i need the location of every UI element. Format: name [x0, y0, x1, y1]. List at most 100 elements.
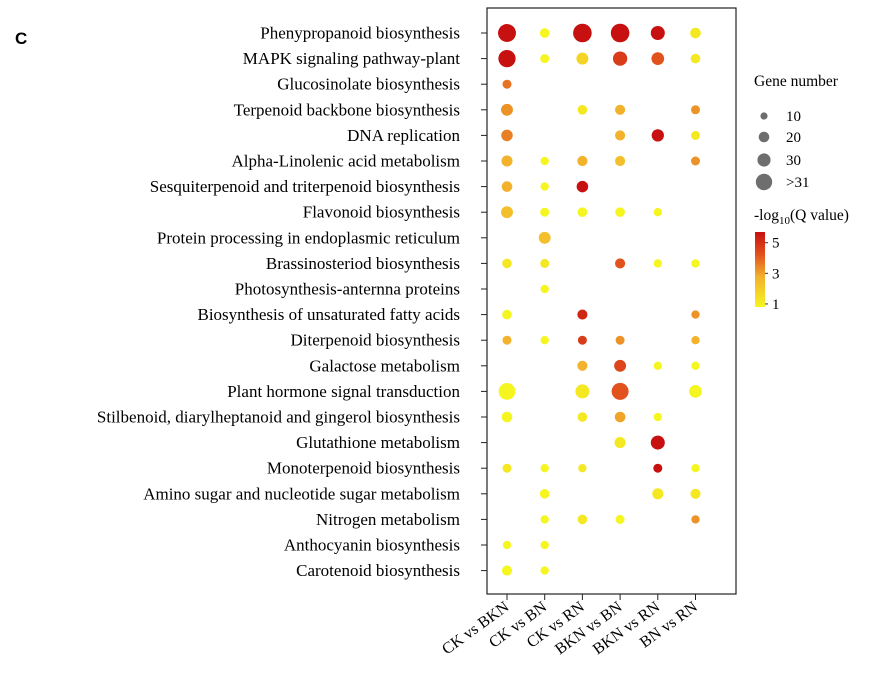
y-tick-label: Glucosinolate biosynthesis	[277, 75, 460, 94]
bubble	[650, 25, 665, 41]
bubble	[611, 382, 629, 400]
bubble	[501, 181, 513, 192]
bubble	[690, 488, 701, 499]
bubble	[615, 130, 626, 141]
panel-label: C	[15, 29, 27, 48]
bubble	[502, 335, 512, 345]
bubble	[615, 258, 626, 269]
bubble	[614, 437, 626, 449]
bubble	[577, 207, 588, 217]
bubble	[540, 336, 549, 345]
bubble	[501, 155, 513, 167]
bubble	[577, 335, 587, 345]
bubble	[691, 464, 700, 473]
y-tick-label: Flavonoid biosynthesis	[303, 203, 460, 222]
bubble	[578, 464, 587, 473]
bubble	[540, 464, 549, 473]
y-tick-label: Plant hormone signal transduction	[227, 382, 460, 401]
bubble	[540, 156, 549, 166]
bubble	[691, 105, 700, 115]
y-tick-label: Monoterpenoid biosynthesis	[267, 459, 460, 478]
bubble	[540, 540, 549, 550]
y-tick-label: Glutathione metabolism	[296, 433, 460, 452]
colorbar	[755, 232, 765, 307]
y-tick-label: Sesquiterpenoid and triterpenoid biosynt…	[150, 177, 460, 196]
bubble	[651, 129, 664, 142]
bubble	[691, 130, 700, 140]
y-tick-label: MAPK signaling pathway-plant	[243, 49, 460, 68]
y-tick-label: Anthocyanin biosynthesis	[284, 536, 460, 555]
bubble	[540, 515, 549, 524]
colorbar-label: 5	[772, 236, 780, 252]
y-tick-label: Amino sugar and nucleotide sugar metabol…	[143, 484, 460, 503]
size-legend-circle	[755, 173, 773, 191]
bubble	[501, 103, 513, 116]
bubble	[577, 514, 588, 525]
bubble	[577, 309, 588, 320]
bubble	[501, 206, 513, 219]
bubble	[501, 565, 513, 576]
y-tick-label: Brassinosteriod biosynthesis	[266, 254, 460, 273]
bubble	[615, 155, 626, 167]
bubble	[575, 384, 590, 399]
bubble	[651, 52, 665, 65]
bubble	[502, 79, 512, 89]
bubble	[540, 566, 549, 575]
y-tick-label: Stilbenoid, diarylheptanoid and gingerol…	[97, 408, 460, 427]
legend: Gene number 10 20 30 >31 -log10(Q value) 5 3 1	[754, 73, 849, 313]
bubble	[539, 28, 550, 38]
bubble	[653, 259, 662, 268]
bubble	[691, 310, 700, 319]
bubble	[691, 336, 700, 345]
bubble	[653, 463, 663, 473]
size-legend-label: >31	[786, 175, 809, 191]
bubble	[650, 435, 665, 450]
bubble	[653, 412, 662, 422]
bubble	[501, 129, 513, 142]
y-tick-label: Photosynthesis-anternna proteins	[235, 280, 460, 299]
bubble	[502, 309, 512, 320]
bubble	[502, 463, 512, 473]
bubble	[653, 208, 662, 217]
bubble	[614, 359, 627, 372]
y-tick-label: Nitrogen metabolism	[316, 510, 460, 529]
bubble	[691, 515, 700, 524]
y-tick-label: Carotenoid biosynthesis	[296, 561, 460, 580]
y-tick-label: Alpha-Linolenic acid metabolism	[232, 152, 461, 171]
bubble	[538, 231, 551, 244]
colorbar-label: 1	[772, 297, 780, 313]
bubble	[614, 411, 626, 423]
bubble	[691, 259, 700, 268]
bubble	[610, 23, 630, 43]
bubble	[576, 180, 589, 193]
bubble	[539, 489, 550, 499]
bubble	[612, 51, 628, 66]
color-legend-title: -log10(Q value)	[754, 207, 849, 227]
bubble	[540, 207, 550, 217]
bubble	[691, 361, 700, 370]
bubble	[502, 540, 512, 550]
bubbles	[498, 23, 702, 576]
colorbar-label: 3	[772, 266, 780, 282]
bubble	[540, 284, 549, 294]
bubble	[501, 411, 513, 423]
bubble	[690, 27, 701, 39]
bubble	[615, 335, 625, 345]
bubble	[615, 514, 625, 524]
y-tick-label: Diterpenoid biosynthesis	[290, 331, 460, 350]
size-legend-title: Gene number	[754, 73, 839, 90]
bubble	[652, 488, 664, 500]
axis-ticks	[481, 32, 696, 600]
bubble	[502, 258, 512, 269]
bubble	[653, 361, 662, 370]
size-legend-circle	[760, 112, 768, 120]
y-axis-labels: Phenypropanoid biosynthesis MAPK signalin…	[97, 24, 461, 581]
bubble	[540, 54, 550, 64]
y-tick-label: Phenypropanoid biosynthesis	[260, 24, 460, 43]
bubble	[577, 412, 588, 422]
bubble	[498, 24, 516, 42]
bubble	[577, 360, 588, 371]
y-tick-label: DNA replication	[347, 126, 460, 145]
bubble	[615, 207, 625, 217]
